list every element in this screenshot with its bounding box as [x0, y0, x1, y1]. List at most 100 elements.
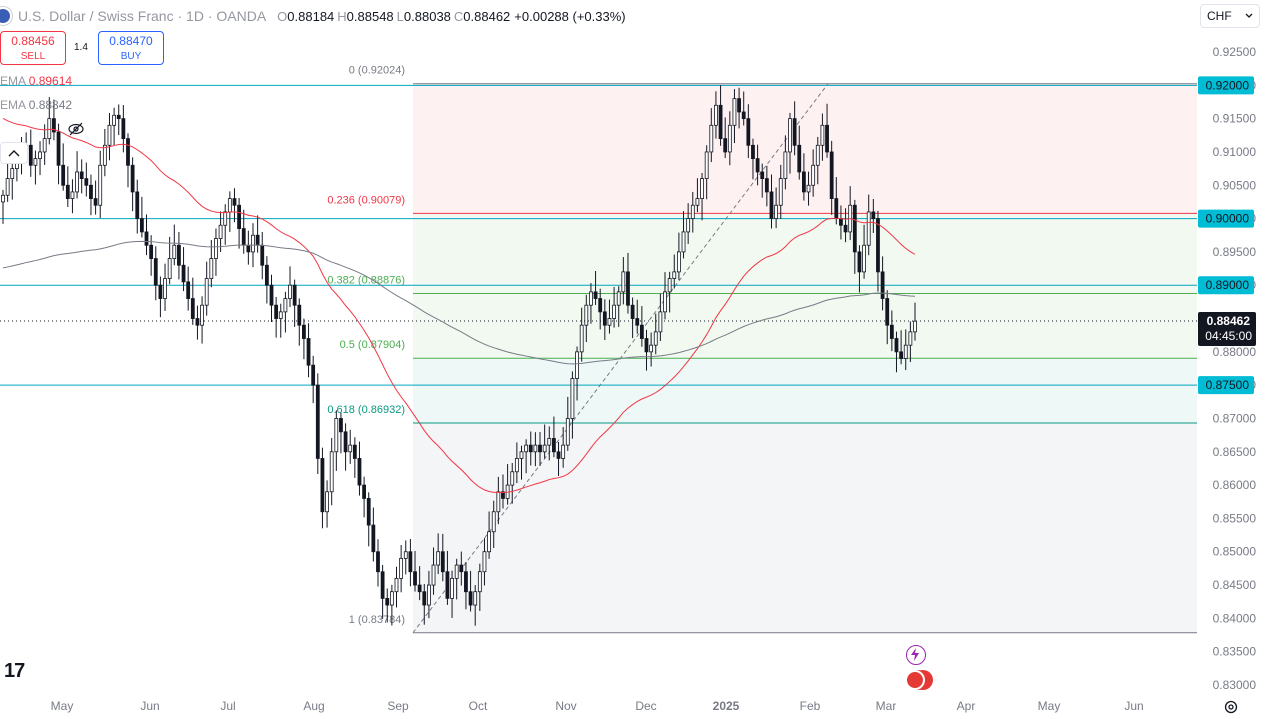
candle-body — [491, 511, 496, 533]
price-axis[interactable] — [1197, 0, 1265, 719]
y-tick-label: 0.86000 — [1213, 478, 1257, 492]
current-price-badge — [1198, 312, 1256, 347]
candle-body — [653, 331, 658, 346]
hidden-eye-icon[interactable] — [68, 122, 84, 136]
candle-body — [552, 438, 556, 453]
fib-level-label: 0 (0.92024) — [349, 65, 405, 77]
candle-body — [181, 264, 186, 283]
candle-body — [459, 564, 464, 573]
candle-body — [496, 491, 501, 513]
candle-body — [339, 418, 343, 433]
level-price-badge-label: 0.87500 — [1206, 378, 1250, 392]
candle-body — [200, 304, 204, 326]
candle-body — [894, 338, 899, 353]
candle-body — [788, 118, 792, 153]
candle-body — [473, 591, 478, 606]
time-axis[interactable] — [0, 693, 1197, 719]
candle-body — [70, 191, 75, 199]
candle-body — [255, 234, 260, 246]
candle-body — [862, 244, 866, 273]
candle-body — [195, 318, 200, 326]
settings-icon[interactable] — [1223, 699, 1239, 715]
candle-body — [644, 338, 649, 353]
candle-body — [126, 138, 130, 166]
candle-body — [93, 198, 98, 206]
candle-body — [79, 171, 84, 180]
sell-label: SELL — [20, 51, 46, 62]
level-price-badge — [1198, 209, 1254, 228]
ema200-line[interactable] — [2, 240, 916, 365]
candle-body — [778, 178, 783, 206]
candle-body — [737, 98, 741, 113]
candle-body — [227, 198, 232, 213]
candle-body — [501, 491, 505, 499]
sell-price: 0.88456 — [11, 34, 55, 48]
candle-body — [237, 204, 242, 229]
candle-body — [158, 284, 163, 299]
x-tick-label: Mar — [876, 699, 897, 713]
symbol-title[interactable]: U.S. Dollar / Swiss Franc · 1D · OANDA — [18, 8, 267, 24]
currency-label: CHF — [1207, 9, 1232, 23]
buy-button[interactable]: 0.88470 BUY — [98, 31, 164, 65]
level-price-badge — [1198, 76, 1254, 95]
candle-body — [635, 318, 640, 326]
candle-body — [52, 118, 56, 133]
candle-body — [815, 144, 820, 166]
buy-label: BUY — [120, 51, 142, 62]
candle-body — [885, 298, 890, 326]
lightning-icon[interactable] — [906, 645, 926, 665]
candle-body — [186, 281, 191, 299]
ema200-legend[interactable]: EMA 0.88842 — [0, 98, 72, 112]
fib-zone — [413, 213, 1197, 294]
candle-body — [575, 351, 579, 379]
candle-body — [1, 194, 5, 203]
candle-body — [561, 444, 566, 459]
candle-body — [172, 244, 177, 259]
sell-button[interactable]: 0.88456 SELL — [0, 31, 66, 65]
candle-body — [769, 191, 774, 219]
candle-body — [376, 551, 380, 573]
candle-body — [417, 584, 422, 593]
currency-select[interactable]: CHF — [1200, 4, 1260, 28]
candle-body — [56, 131, 61, 166]
candle-body — [241, 228, 246, 246]
candle-body — [616, 291, 621, 306]
candle-body — [746, 118, 751, 146]
candle-body — [408, 551, 413, 573]
candle-body — [598, 298, 603, 313]
candle-body — [839, 218, 843, 226]
ema50-legend[interactable]: EMA 0.89614 — [0, 74, 72, 88]
chevron-down-icon — [1245, 13, 1253, 18]
candle-body — [218, 224, 223, 239]
ema50-line[interactable] — [2, 117, 916, 494]
level-price-badge-label: 0.89000 — [1206, 278, 1250, 292]
tradingview-logo[interactable]: 17 — [4, 660, 25, 682]
candle-body — [519, 451, 524, 459]
candle-body — [436, 551, 441, 566]
candle-body — [542, 444, 547, 453]
x-tick-label: Dec — [635, 699, 656, 713]
candle-body — [209, 258, 214, 279]
candle-body — [371, 524, 376, 553]
ema50-value: 0.89614 — [28, 74, 73, 88]
x-tick-label: Sep — [387, 699, 409, 713]
countdown-label: 04:45:00 — [1205, 329, 1252, 343]
candle-body — [232, 198, 237, 206]
x-tick-label: Jun — [1124, 699, 1143, 713]
candle-body — [649, 344, 654, 353]
y-tick-label: 0.91000 — [1213, 145, 1257, 159]
high-value: 0.88548 — [346, 8, 394, 24]
us-flag-icon[interactable] — [905, 670, 925, 690]
candle-body — [403, 551, 408, 559]
x-tick-label: Apr — [957, 699, 976, 713]
candle-body — [352, 444, 357, 459]
fib-zone — [413, 423, 1197, 633]
candle-body — [630, 304, 635, 319]
candle-body — [190, 298, 195, 319]
collapse-legend-button[interactable] — [0, 142, 28, 164]
candle-body — [487, 531, 491, 553]
y-tick-label: 0.85000 — [1213, 545, 1257, 559]
candle-body — [852, 204, 857, 253]
